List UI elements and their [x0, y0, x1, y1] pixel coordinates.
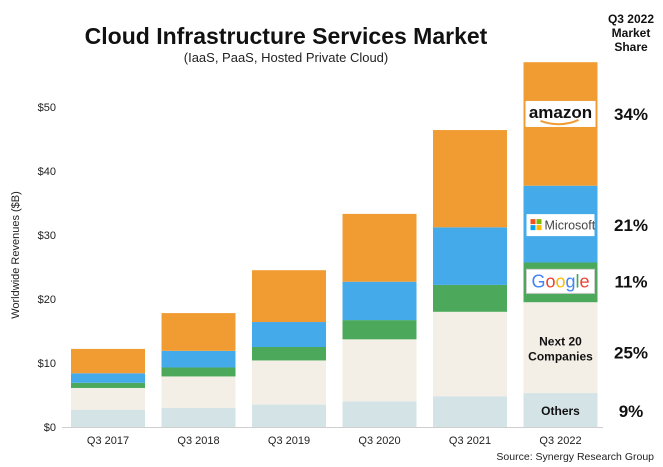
bar-segment-next20 — [252, 360, 326, 405]
bar-segment-amazon — [161, 313, 236, 351]
y-axis: $0 $10 $20 $30 $40 $50 — [38, 102, 56, 434]
microsoft-logo-icon — [530, 219, 536, 225]
share-value-amazon: 34% — [614, 105, 648, 124]
x-tick-label: Q3 2022 — [539, 435, 581, 447]
y-tick-label: $10 — [38, 358, 56, 370]
bar-segment-microsoft — [161, 350, 236, 368]
x-tick-label: Q3 2019 — [268, 435, 310, 447]
bar-stack — [342, 213, 417, 427]
share-value-others: 9% — [619, 402, 644, 421]
bar-segment-microsoft — [252, 322, 326, 347]
callout-microsoft: Microsoft 21% — [526, 214, 648, 237]
amazon-logo: amazon — [529, 103, 592, 122]
callout-amazon: amazon 34% — [525, 100, 648, 127]
share-header-line: Share — [614, 40, 648, 54]
bar-segment-microsoft — [71, 373, 145, 383]
bar-segment-amazon — [342, 213, 417, 282]
microsoft-logo-icon — [536, 219, 542, 225]
bar-segment-microsoft — [433, 227, 507, 285]
bar-segment-google — [433, 284, 507, 312]
bar-segment-google — [342, 320, 417, 340]
microsoft-logo: Microsoft — [545, 219, 596, 233]
microsoft-logo-icon — [536, 225, 542, 231]
y-tick-label: $20 — [38, 294, 56, 306]
callout-others: Others 9% — [541, 402, 643, 421]
microsoft-logo-box — [526, 214, 595, 237]
bar-segment-amazon — [252, 270, 326, 323]
share-value-microsoft: 21% — [614, 216, 648, 235]
y-tick-label: $50 — [38, 102, 56, 114]
bar-segment-google — [161, 367, 236, 377]
next20-label-line: Companies — [528, 350, 593, 364]
bar-segment-others — [523, 393, 598, 427]
bar-segment-next20 — [161, 376, 236, 408]
bar-segment-others — [71, 409, 145, 427]
bars — [71, 62, 598, 427]
x-tick-label: Q3 2021 — [449, 435, 491, 447]
next20-label: Next 20 Companies — [528, 335, 593, 364]
x-tick-label: Q3 2020 — [358, 435, 400, 447]
bar-segment-others — [342, 401, 417, 427]
callout-google: Google 11% — [526, 268, 648, 294]
share-value-next20: 25% — [614, 344, 648, 363]
share-header-line: Market — [612, 26, 651, 40]
y-tick-label: $40 — [38, 166, 56, 178]
bar-segment-others — [433, 396, 507, 427]
bar-segment-next20 — [433, 311, 507, 397]
share-value-google: 11% — [614, 272, 647, 291]
amazon-smile-icon — [540, 119, 579, 126]
bar-segment-microsoft — [342, 281, 417, 321]
x-tick-label: Q3 2017 — [87, 435, 129, 447]
chart-title: Cloud Infrastructure Services Market — [85, 23, 488, 49]
bar-segment-next20 — [523, 302, 598, 394]
bar-segment-amazon — [433, 130, 507, 228]
amazon-logo-box — [525, 100, 596, 127]
google-logo-box — [526, 268, 595, 294]
share-callouts: amazon 34% Microsoft 21% Google 11% Next 20 Com… — [525, 100, 648, 421]
bar-segment-google — [252, 347, 326, 361]
y-axis-label: Worldwide Revenues ($B) — [10, 191, 22, 319]
chart-subtitle: (IaaS, PaaS, Hosted Private Cloud) — [184, 50, 389, 65]
bar-stack — [252, 270, 326, 427]
microsoft-logo-icon — [530, 225, 536, 231]
share-header-line: Q3 2022 — [608, 12, 654, 26]
source-note: Source: Synergy Research Group — [496, 451, 654, 463]
bar-segment-next20 — [71, 387, 145, 410]
x-axis: Q3 2017 Q3 2018 Q3 2019 Q3 2020 Q3 2021 Q3 20… — [62, 427, 603, 447]
bar-stack — [161, 313, 236, 427]
next20-label-line: Next 20 — [539, 335, 582, 349]
y-tick-label: $30 — [38, 230, 56, 242]
bar-stack — [71, 348, 145, 427]
google-logo: Google — [531, 271, 589, 291]
others-label: Others — [541, 404, 580, 418]
bar-segment-google — [71, 382, 145, 388]
callout-next20: Next 20 Companies 25% — [528, 335, 648, 364]
bar-segment-next20 — [342, 339, 417, 402]
y-tick-label: $0 — [44, 422, 56, 434]
bar-segment-others — [161, 407, 236, 427]
bar-stack — [433, 130, 507, 427]
x-tick-label: Q3 2018 — [177, 435, 219, 447]
bar-segment-amazon — [71, 348, 145, 374]
bar-segment-others — [252, 404, 326, 427]
